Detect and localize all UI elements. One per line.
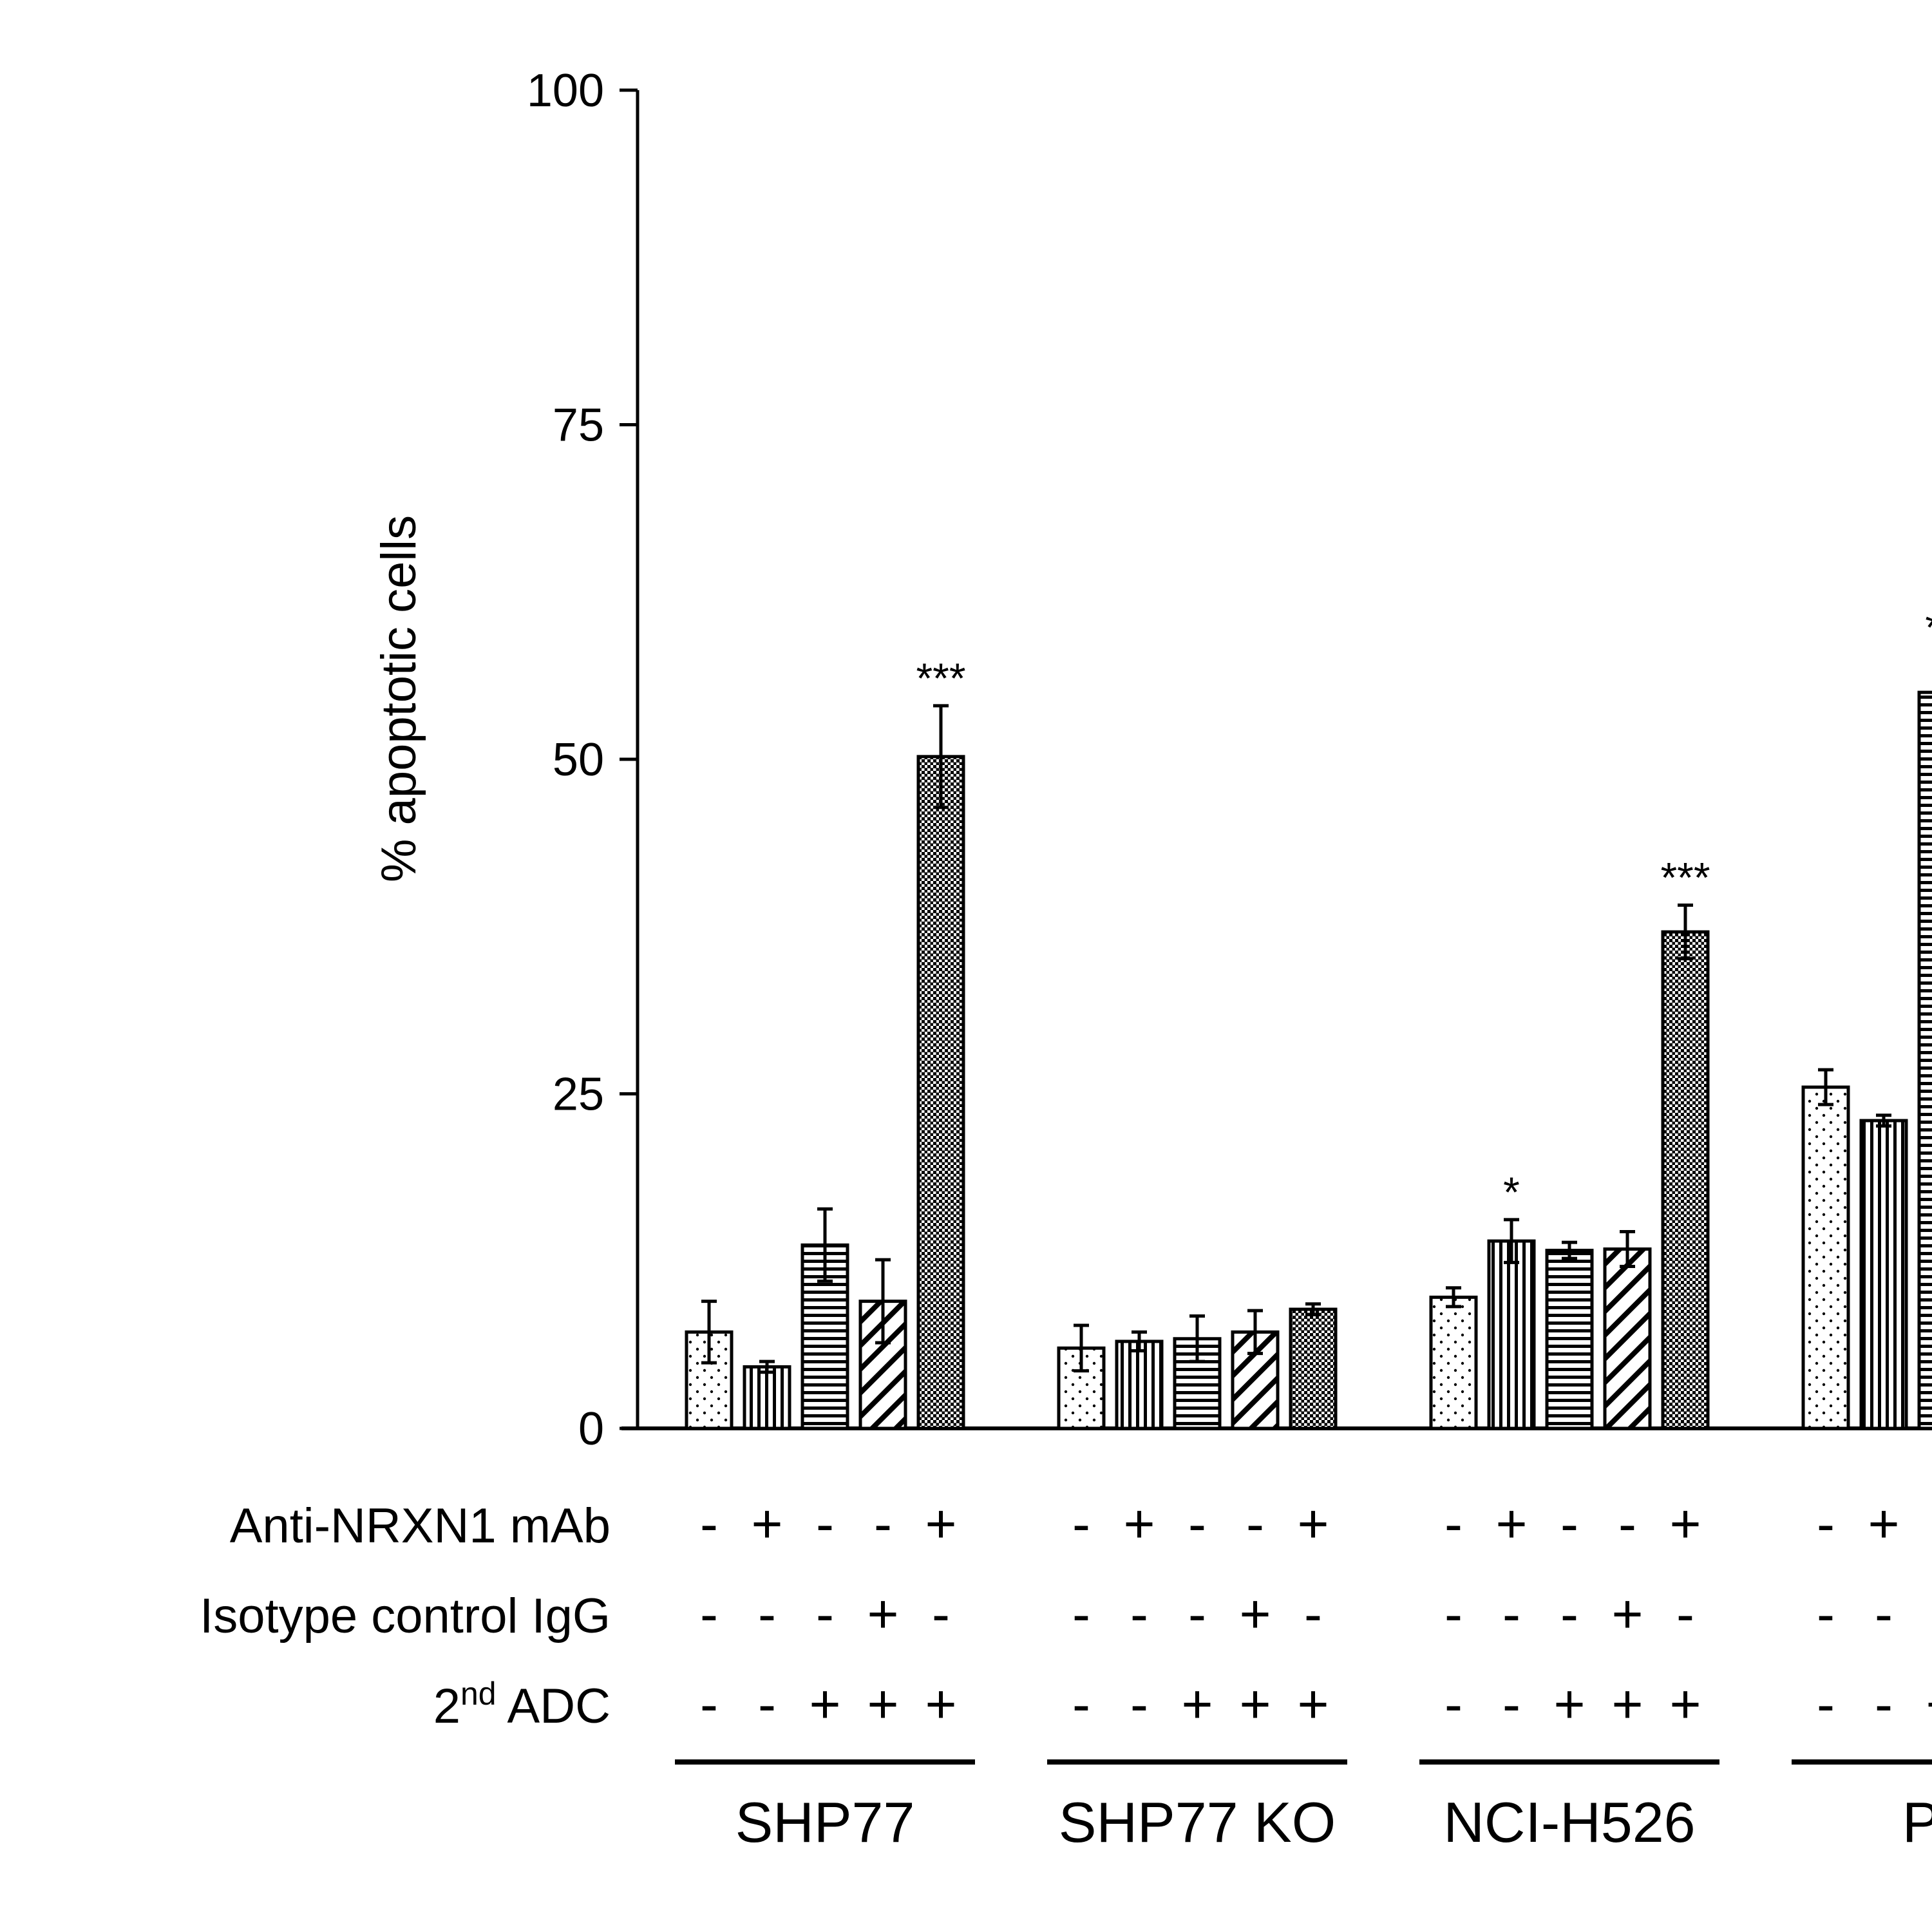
condition-sign: - [1188,1493,1206,1554]
bars: ********* [685,603,1932,1430]
condition-sign: + [1239,1674,1271,1734]
condition-sign: - [700,1493,718,1554]
condition-sign: - [874,1493,892,1554]
y-tick-label: 75 [553,400,604,451]
y-tick-label: 100 [527,65,604,117]
group-label: SHP77 KO [1059,1790,1336,1854]
group-label: PD [1902,1790,1932,1854]
condition-sign: - [1444,1584,1463,1644]
condition-sign: + [1181,1674,1213,1734]
condition-sign: - [1560,1493,1578,1554]
condition-sign: + [867,1674,898,1734]
condition-sign: + [1297,1674,1329,1734]
condition-sign: - [1560,1584,1578,1644]
condition-sign: - [758,1584,776,1644]
axes: 0 25 50 75 100 [527,65,1932,1455]
condition-sign: - [1444,1674,1463,1734]
bar [743,1365,791,1430]
condition-sign: + [1611,1584,1643,1644]
bar [1545,1249,1594,1430]
condition-row-label: 2nd ADC [433,1676,611,1734]
bar [1115,1340,1164,1430]
condition-sign: - [1618,1493,1636,1554]
condition-sign: + [925,1493,956,1554]
condition-sign: + [1495,1493,1527,1554]
condition-sign: + [1926,1674,1932,1734]
bar [1801,1085,1850,1430]
condition-sign: + [925,1674,956,1734]
condition-sign: - [1444,1493,1463,1554]
y-axis-label: % apoptotic cells [372,515,426,882]
condition-sign: - [1246,1493,1264,1554]
condition-sign: - [816,1493,834,1554]
condition-sign: - [1875,1584,1893,1644]
bar [1231,1330,1280,1430]
condition-sign: - [1875,1674,1893,1734]
condition-sign: - [932,1584,950,1644]
bar [1429,1295,1478,1430]
group-label: SHP77 [735,1790,915,1854]
y-tick-label: 0 [578,1403,604,1455]
condition-sign: - [1817,1493,1835,1554]
significance-label: ** [1925,603,1932,651]
significance-label: *** [1660,854,1710,902]
condition-sign: - [1502,1674,1520,1734]
condition-sign: - [1676,1584,1694,1644]
condition-table: Anti-NRXN1 mAb-+--+-+--+-+--+-+--+Isotyp… [200,1493,1932,1854]
bar [916,755,965,1430]
condition-sign: - [758,1674,776,1734]
condition-sign: + [1553,1674,1585,1734]
condition-sign: + [809,1674,840,1734]
condition-sign: + [1669,1674,1701,1734]
y-tick-label: 25 [553,1069,604,1121]
condition-sign: + [1669,1493,1701,1554]
significance-label: * [1503,1168,1520,1216]
bar [1859,1119,1908,1430]
condition-sign: + [1239,1584,1271,1644]
condition-sign: + [1123,1493,1155,1554]
bar [1661,930,1710,1430]
condition-sign: - [1188,1584,1206,1644]
group-label: NCI-H526 [1443,1790,1695,1854]
condition-sign: - [1130,1584,1148,1644]
condition-sign: + [1297,1493,1329,1554]
condition-sign: + [867,1584,898,1644]
condition-sign: - [1817,1674,1835,1734]
condition-sign: - [1817,1584,1835,1644]
condition-sign: + [1611,1674,1643,1734]
bar [1603,1247,1652,1430]
bar [1487,1239,1536,1430]
condition-row-label: Anti-NRXN1 mAb [230,1499,611,1553]
condition-sign: - [700,1584,718,1644]
condition-sign: - [1304,1584,1322,1644]
bar [1289,1307,1338,1430]
bar [1917,690,1932,1430]
condition-sign: + [1868,1493,1899,1554]
condition-sign: - [1072,1584,1090,1644]
condition-sign: - [1502,1584,1520,1644]
condition-row-label: Isotype control IgG [200,1589,611,1643]
condition-sign: - [1072,1493,1090,1554]
significance-label: *** [916,654,965,702]
condition-sign: - [1072,1674,1090,1734]
y-tick-label: 50 [553,734,604,786]
condition-sign: - [700,1674,718,1734]
condition-sign: + [751,1493,782,1554]
condition-sign: - [1130,1674,1148,1734]
condition-sign: - [816,1584,834,1644]
